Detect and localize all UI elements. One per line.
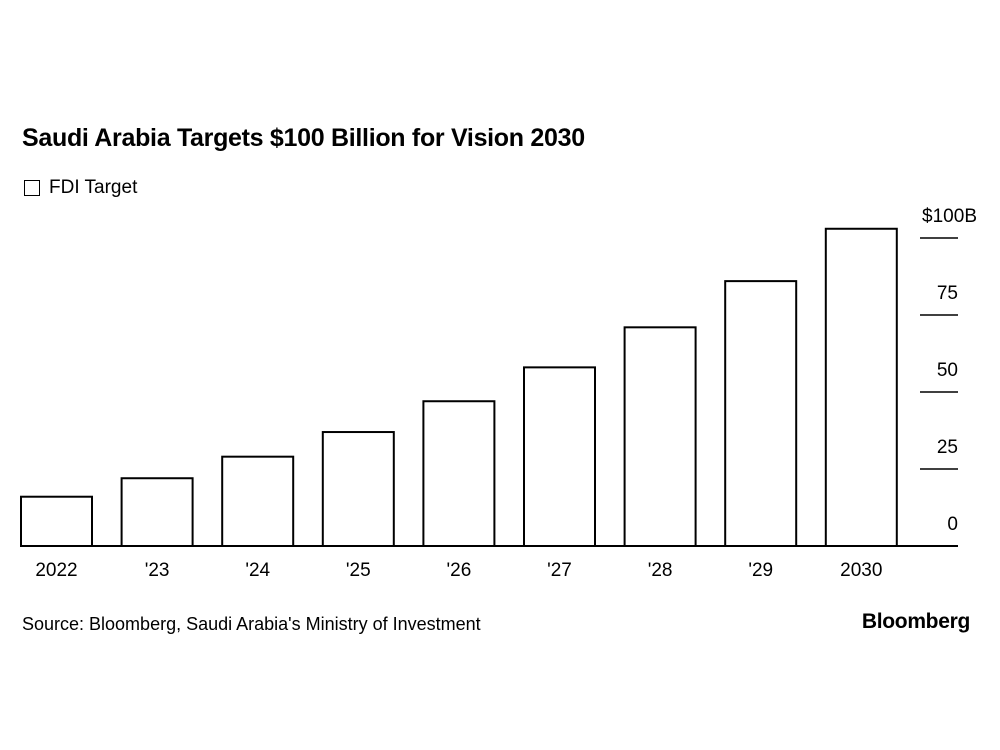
bar-5 (523, 366, 596, 547)
x-tick-label-6: '28 (648, 560, 673, 581)
x-tick-label-5: '27 (547, 560, 572, 581)
y-tick-label-1: 25 (937, 437, 958, 458)
legend-label: FDI Target (49, 177, 138, 198)
x-tick-label-2: '24 (245, 560, 270, 581)
bar-8 (824, 227, 898, 547)
legend: FDI Target (24, 177, 137, 199)
y-tick-label-0: 0 (947, 514, 958, 535)
bar-7 (724, 280, 798, 547)
x-tick-label-0: 2022 (35, 560, 77, 581)
x-tick-label-1: '23 (145, 560, 170, 581)
chart-title: Saudi Arabia Targets $100 Billion for Vi… (22, 124, 585, 152)
x-tick-label-8: 2030 (840, 560, 882, 581)
bar-4 (422, 400, 496, 547)
x-tick-label-7: '29 (748, 560, 773, 581)
y-tick-label-2: 50 (937, 360, 958, 381)
y-tick-label-3: 75 (937, 283, 958, 304)
y-tick-label-4: $100B (922, 206, 977, 227)
source-note: Source: Bloomberg, Saudi Arabia's Minist… (22, 614, 481, 634)
x-tick-label-4: '26 (447, 560, 472, 581)
legend-swatch (24, 180, 40, 196)
bloomberg-logo: Bloomberg (861, 610, 970, 633)
x-tick-label-3: '25 (346, 560, 371, 581)
bar-6 (623, 326, 697, 547)
bar-0 (20, 495, 93, 547)
bar-1 (120, 477, 194, 547)
bar-2 (221, 455, 295, 547)
bar-3 (321, 431, 395, 548)
